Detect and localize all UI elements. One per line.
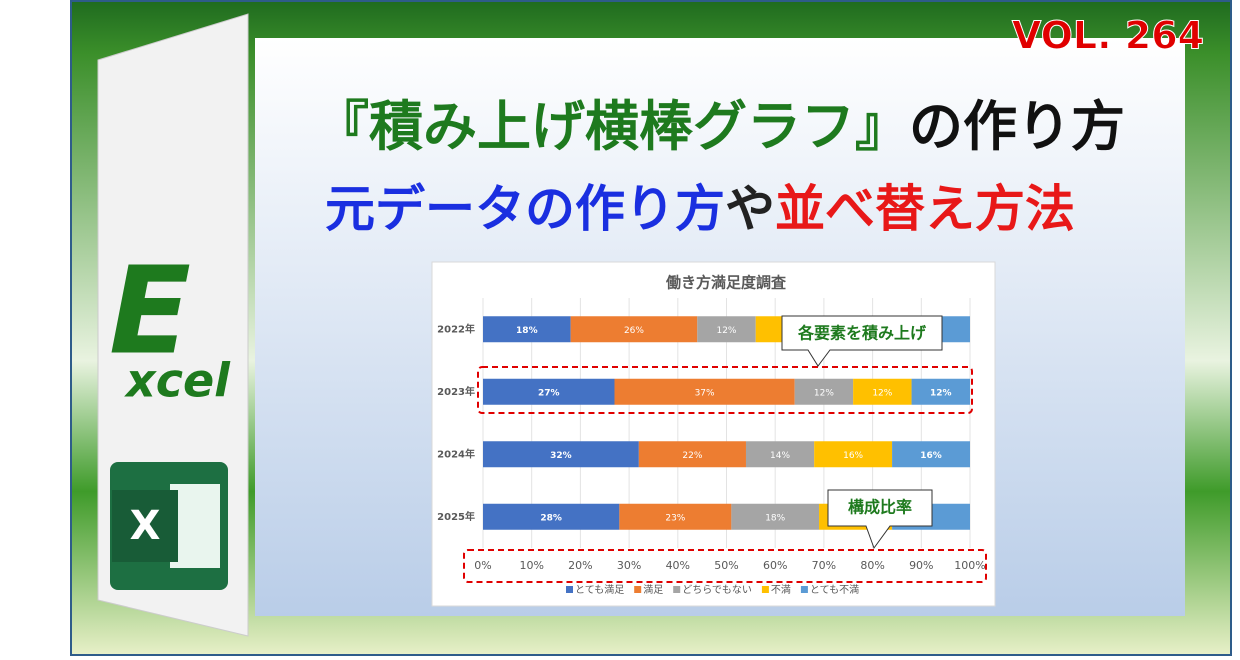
bar-segment [853,378,912,405]
bar-segment [483,503,620,530]
data-label: 18% [765,513,785,523]
data-label: 32% [550,451,572,461]
legend-swatch [673,586,681,593]
bar-segment [483,316,571,343]
bar-segment [892,441,970,468]
legend-swatch [800,586,808,593]
subtitle-part: 元データの作り方 [325,180,725,238]
legend-swatch [761,586,769,593]
callout-box [827,489,933,550]
legend-label: とても満足 [575,584,624,596]
subtitle: 元データの作り方や並べ替え方法 [325,180,1075,238]
data-label: 12% [716,326,736,336]
highlight-axis [463,549,987,583]
legend-swatch [634,586,642,593]
data-label: 27% [538,388,560,398]
x-tick-label: 50% [714,559,738,572]
callout: 各要素を積み上げ [781,315,943,367]
x-tick-label: 70% [812,559,836,572]
x-tick-label: 30% [617,559,641,572]
logo-e: E [109,243,191,382]
excel-sheet [170,484,220,568]
logo-xcel: xcel [124,354,231,408]
data-label: 14% [770,451,790,461]
data-label: 16% [843,451,863,461]
bar-segment [814,441,893,468]
subtitle-part: 並べ替え方法 [775,180,1075,238]
x-tick-label: 20% [568,559,592,572]
callout-text: 各要素を積み上げ [797,324,927,343]
data-label: 23% [665,513,685,523]
bar-segment [570,316,698,343]
callout-text: 構成比率 [848,498,912,517]
bar-segment [614,378,795,405]
data-label: 28% [540,513,562,523]
x-tick-label: 40% [666,559,690,572]
bar-segment [745,441,815,468]
x-tick-label: 100% [954,559,985,572]
bar-segment [483,441,639,468]
highlight-row [477,366,973,414]
legend-label: 不満 [771,584,791,596]
bar-segment [697,316,756,343]
x-tick-label: 60% [763,559,787,572]
x-tick-label: 80% [860,559,884,572]
data-label: 12% [930,388,952,398]
chart-title: 働き方満足度調査 [665,274,787,292]
bar-segment [483,378,615,405]
main-title: 『積み上げ横棒グラフ』の作り方 [315,95,1125,158]
x-tick-label: 90% [909,559,933,572]
data-label: 12% [814,388,834,398]
y-tick-label: 2023年 [437,385,475,398]
volume: VOL. 264 [1012,14,1204,58]
data-label: 26% [624,326,644,336]
y-tick-label: 2022年 [437,322,475,335]
chart-area [431,261,996,607]
excel-x: X [130,503,161,549]
data-label: 18% [516,326,538,336]
bar-segment [794,378,854,405]
title-part: 『積み上げ横棒グラフ』 [315,95,909,158]
y-tick-label: 2025年 [437,510,475,523]
title-part: の作り方 [909,95,1125,158]
legend-label: 満足 [643,584,663,596]
subtitle-part: や [725,180,775,238]
excel-x-box [112,490,178,562]
bar-segment [731,503,820,530]
callout-box [781,315,943,367]
legend-label: どちらでもない [682,584,752,596]
data-label: 37% [695,388,715,398]
legend-label: とても不満 [810,584,859,596]
callout: 構成比率 [827,489,933,550]
bar-segment [619,503,732,530]
data-label: 12% [872,388,892,398]
data-label: 16% [920,451,942,461]
data-label: 22% [682,451,702,461]
y-tick-label: 2024年 [437,447,475,460]
bar-segment [638,441,746,468]
legend-swatch [566,586,573,593]
bar-segment [911,378,970,405]
x-tick-label: 10% [519,559,543,572]
x-tick-label: 0% [474,559,491,572]
